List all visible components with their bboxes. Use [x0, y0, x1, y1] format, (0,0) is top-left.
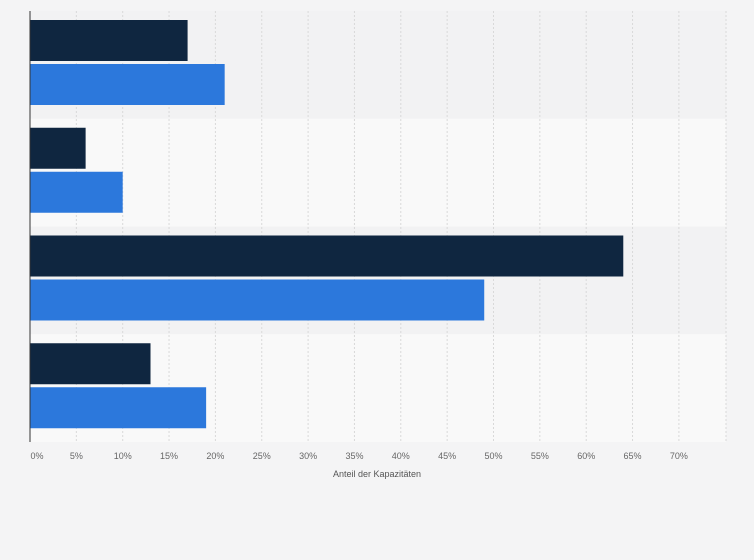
x-tick-label-25: 25% [253, 451, 271, 461]
x-tick-label-30: 30% [299, 451, 317, 461]
x-tick-label-10: 10% [114, 451, 132, 461]
x-axis-title: Anteil der Kapazitäten [333, 469, 421, 479]
x-tick-label-5: 5% [70, 451, 83, 461]
x-tick-label-35: 35% [345, 451, 363, 461]
bars [30, 20, 624, 429]
x-tick-labels: 0% 5% 10% 15% 20% 25% 30% 35% 40% 45% 50% 55% 60% 65%… [30, 451, 687, 461]
x-tick-label-40: 40% [392, 451, 410, 461]
bar-series1-category1[interactable] [30, 20, 188, 61]
bar-series2-category1[interactable] [30, 64, 225, 105]
x-tick-label-55: 55% [531, 451, 549, 461]
category-band-2 [30, 118, 726, 227]
x-tick-label-45: 45% [438, 451, 456, 461]
bar-series2-category3[interactable] [30, 279, 485, 321]
x-tick-label-65: 65% [624, 451, 642, 461]
bar-series2-category2[interactable] [30, 171, 123, 213]
x-tick-label-0: 0% [30, 451, 43, 461]
bar-series1-category4[interactable] [30, 343, 151, 385]
x-tick-label-15: 15% [160, 451, 178, 461]
x-tick-label-20: 20% [206, 451, 224, 461]
x-tick-label-50: 50% [484, 451, 502, 461]
x-tick-label-60: 60% [577, 451, 595, 461]
bar-series1-category3[interactable] [30, 235, 624, 277]
x-tick-label-70: 70% [670, 451, 688, 461]
bar-series2-category4[interactable] [30, 387, 207, 429]
bar-series1-category2[interactable] [30, 127, 86, 169]
